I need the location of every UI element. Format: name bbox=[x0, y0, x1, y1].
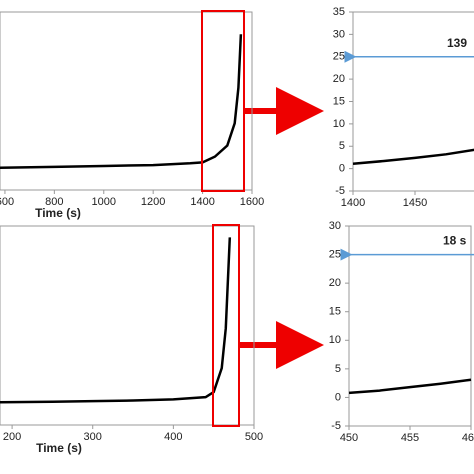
x-tick-label: 1200 bbox=[141, 196, 165, 208]
y-tick-label: 20 bbox=[333, 73, 345, 85]
y-tick-label: 0 bbox=[335, 391, 341, 403]
y-tick-label: 30 bbox=[333, 28, 345, 40]
x-tick-label: 800 bbox=[45, 196, 63, 208]
x-axis-title: Time (s) bbox=[35, 206, 81, 220]
y-tick-label: -5 bbox=[335, 185, 345, 197]
x-tick-label: 300 bbox=[84, 431, 102, 443]
x-tick-label: 1600 bbox=[240, 196, 264, 208]
y-tick-label: 35 bbox=[333, 6, 345, 18]
x-tick-label: 500 bbox=[245, 431, 263, 443]
duration-label: 18 s bbox=[443, 234, 467, 248]
y-tick-label: 25 bbox=[329, 248, 341, 260]
y-tick-label: 10 bbox=[329, 334, 341, 346]
y-tick-label: 15 bbox=[329, 306, 341, 318]
x-tick-label: 1400 bbox=[341, 197, 365, 209]
y-tick-label: 25 bbox=[333, 51, 345, 63]
x-axis-title: Time (s) bbox=[36, 441, 82, 455]
x-tick-label: 450 bbox=[340, 432, 358, 444]
zoom-region bbox=[201, 10, 245, 192]
plot-frame bbox=[0, 11, 253, 191]
x-tick-label: 1000 bbox=[92, 196, 116, 208]
y-tick-label: 20 bbox=[329, 277, 341, 289]
x-tick-label: 400 bbox=[164, 431, 182, 443]
y-tick-label: 10 bbox=[333, 118, 345, 130]
data-line bbox=[0, 237, 232, 404]
x-tick-label: 460 bbox=[462, 432, 474, 444]
data-line bbox=[348, 378, 472, 395]
plot-frame bbox=[0, 225, 255, 426]
y-tick-label: 30 bbox=[329, 220, 341, 232]
data-line bbox=[0, 34, 243, 169]
y-tick-label: 0 bbox=[339, 163, 345, 175]
zoom-region bbox=[212, 224, 240, 427]
x-tick-label: 1400 bbox=[190, 196, 214, 208]
x-tick-label: 1450 bbox=[403, 197, 427, 209]
x-tick-label: 200 bbox=[3, 431, 21, 443]
x-tick-label: 600 bbox=[0, 196, 14, 208]
y-tick-label: 5 bbox=[339, 140, 345, 152]
plot-frame bbox=[348, 225, 472, 427]
data-line bbox=[352, 148, 474, 165]
x-tick-label: 455 bbox=[401, 432, 419, 444]
y-tick-label: 5 bbox=[335, 363, 341, 375]
duration-label: 139 bbox=[447, 36, 467, 50]
y-tick-label: -5 bbox=[331, 420, 341, 432]
y-tick-label: 15 bbox=[333, 95, 345, 107]
